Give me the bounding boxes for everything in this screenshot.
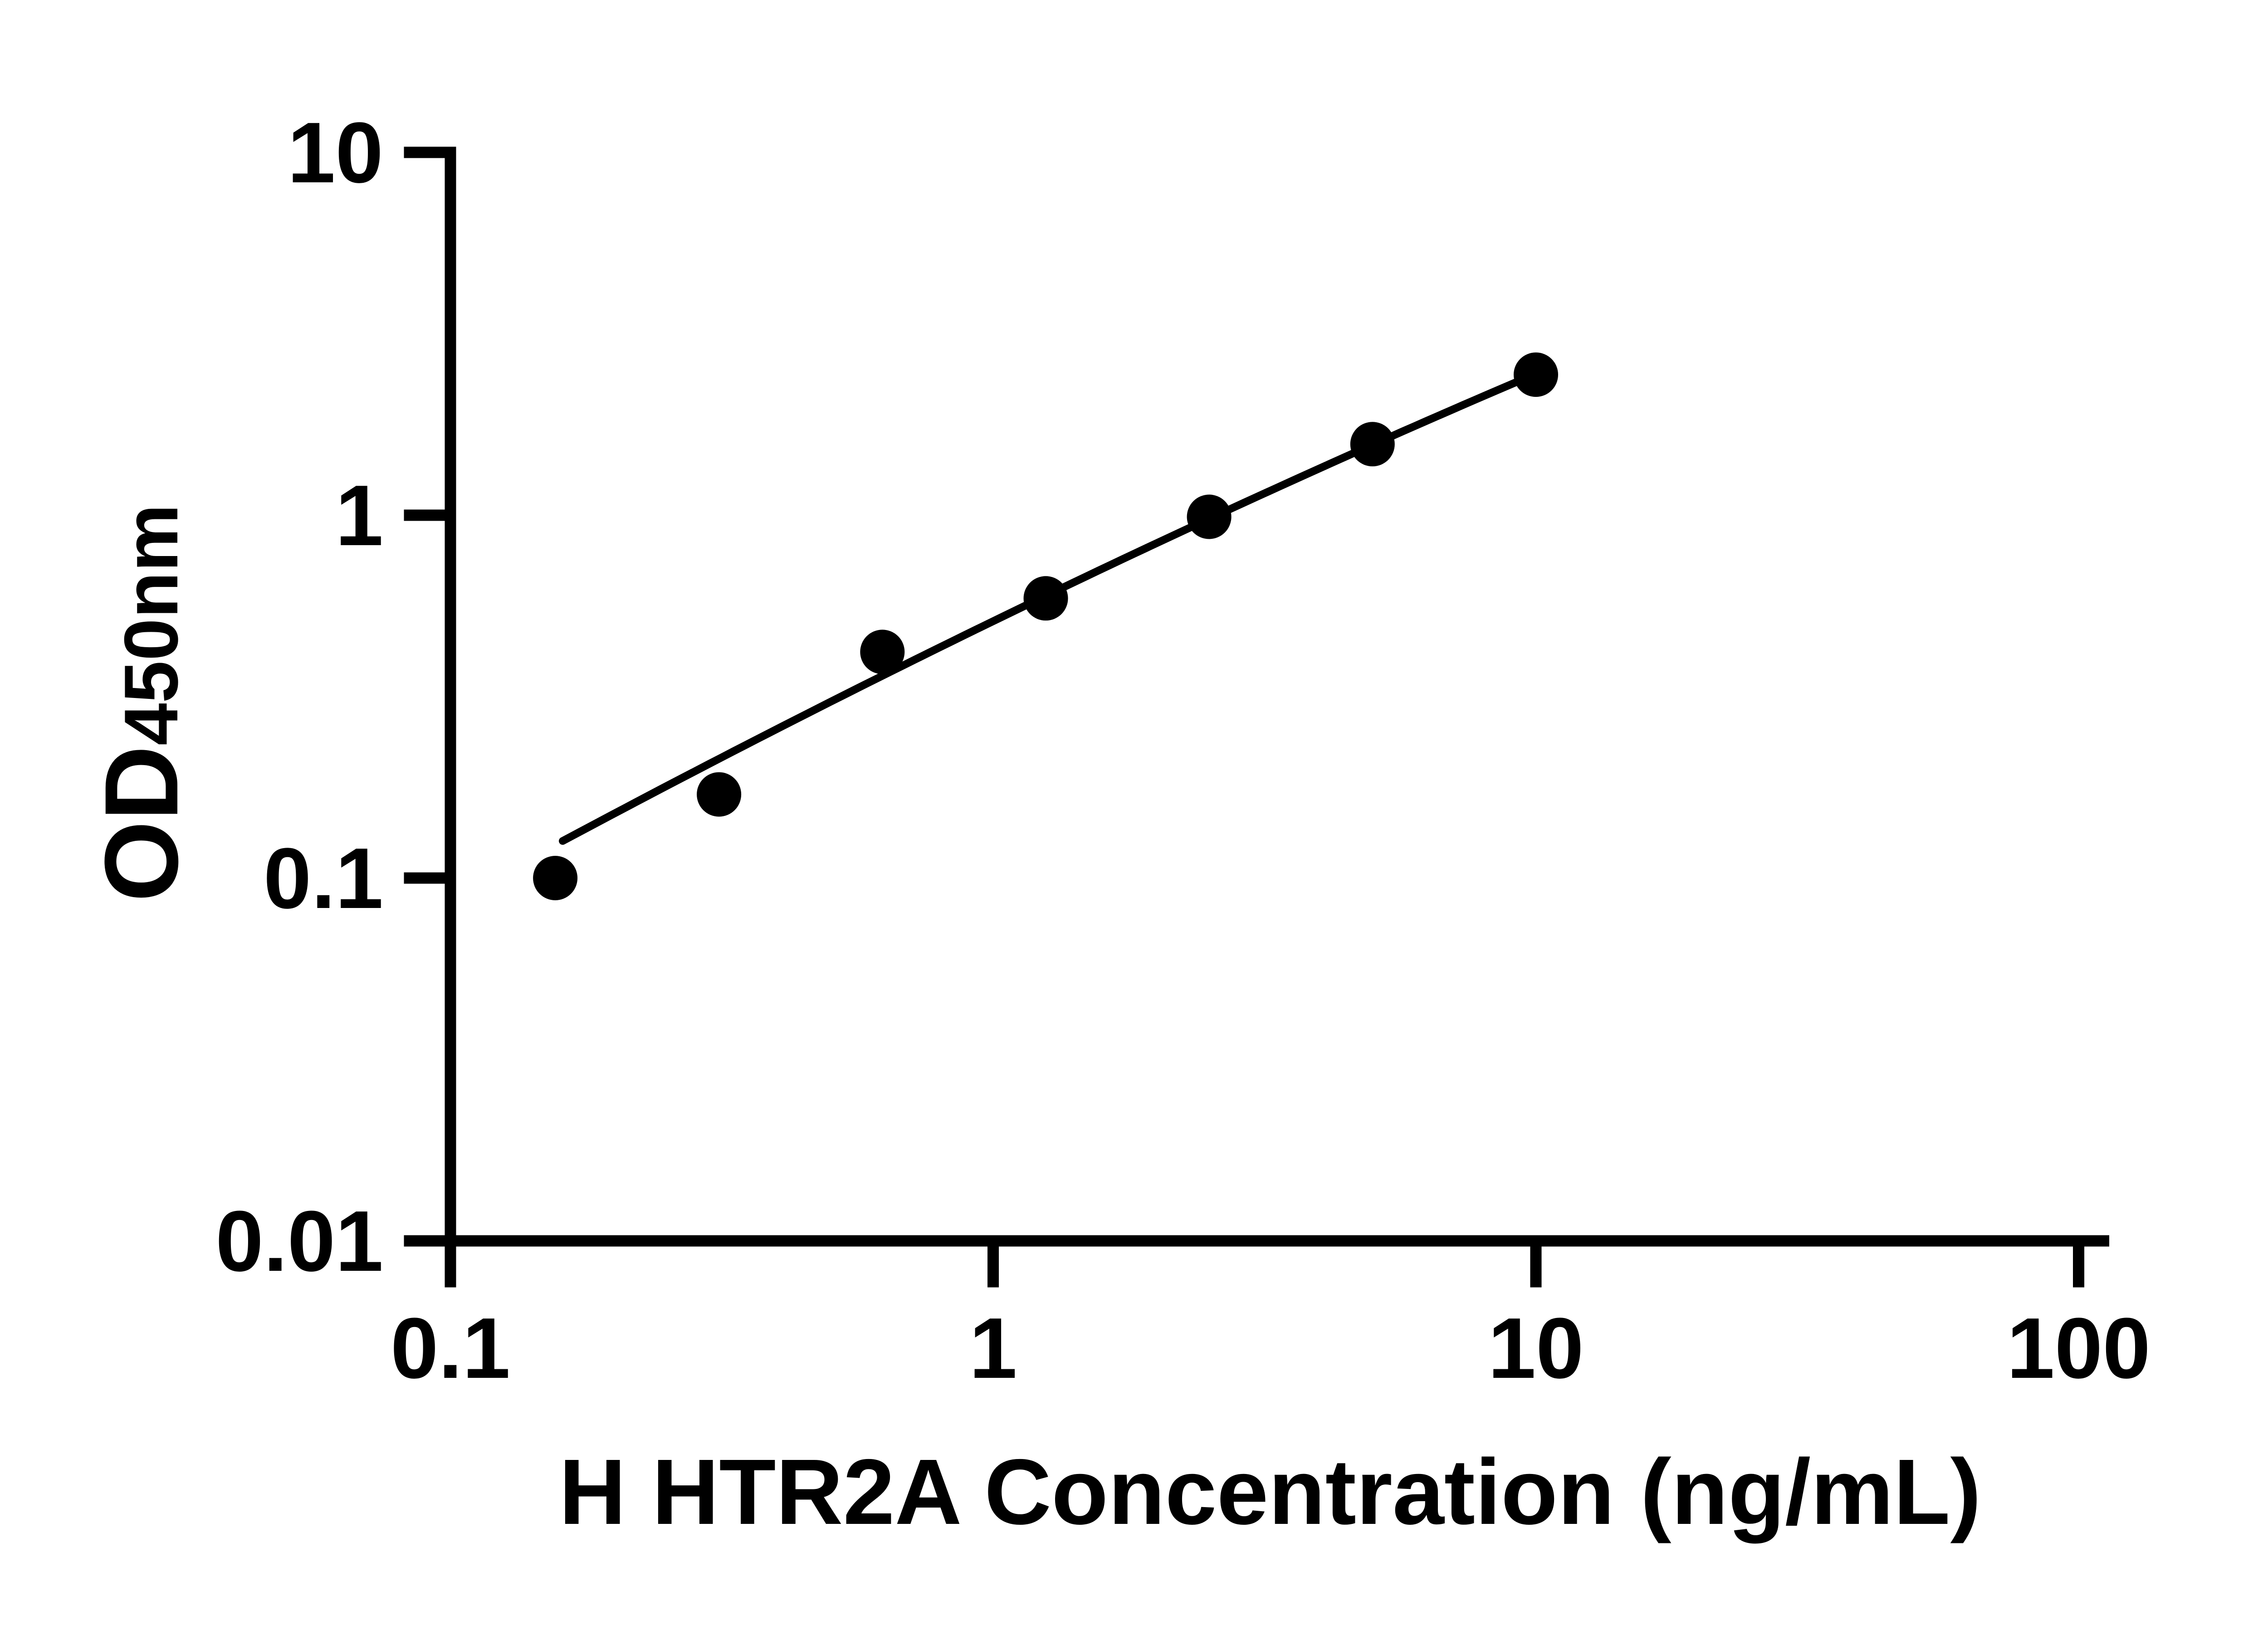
data-point: [533, 856, 578, 900]
data-point: [697, 772, 742, 817]
y-axis-title-main: OD: [83, 746, 200, 902]
x-axis-tick: [445, 1246, 456, 1288]
data-point: [1350, 422, 1395, 467]
y-axis-tick: [404, 872, 445, 884]
y-axis-tick-label: 0.1: [264, 830, 383, 927]
x-axis-tick-label: 1: [969, 1300, 1017, 1396]
y-axis-tick: [404, 1235, 445, 1247]
x-axis-tick: [1530, 1246, 1542, 1288]
x-axis-tick-label: 10: [1488, 1300, 1584, 1396]
y-axis-tick: [404, 509, 445, 521]
x-axis-title: H HTR2A Concentration (ng/mL): [559, 1440, 1981, 1544]
x-axis-tick-label: 100: [2007, 1300, 2151, 1396]
x-axis-tick: [2073, 1246, 2084, 1288]
y-axis-spine: [445, 146, 456, 1247]
y-axis-title-subscript: 450nm: [108, 504, 194, 745]
data-point-series: [533, 352, 1558, 900]
data-point: [1023, 576, 1068, 621]
y-axis-tick-label: 10: [288, 105, 383, 201]
x-axis-spine: [445, 1235, 2109, 1247]
data-point: [1514, 352, 1558, 397]
x-axis-tick-label: 0.1: [391, 1300, 510, 1396]
y-axis-title: OD450nm: [83, 504, 200, 902]
data-point: [860, 630, 905, 674]
data-point: [1187, 494, 1232, 539]
y-axis-tick-label: 0.01: [215, 1193, 383, 1289]
x-axis-tick: [987, 1246, 999, 1288]
y-axis-tick-label: 1: [335, 468, 383, 564]
y-axis-tick: [404, 146, 445, 158]
